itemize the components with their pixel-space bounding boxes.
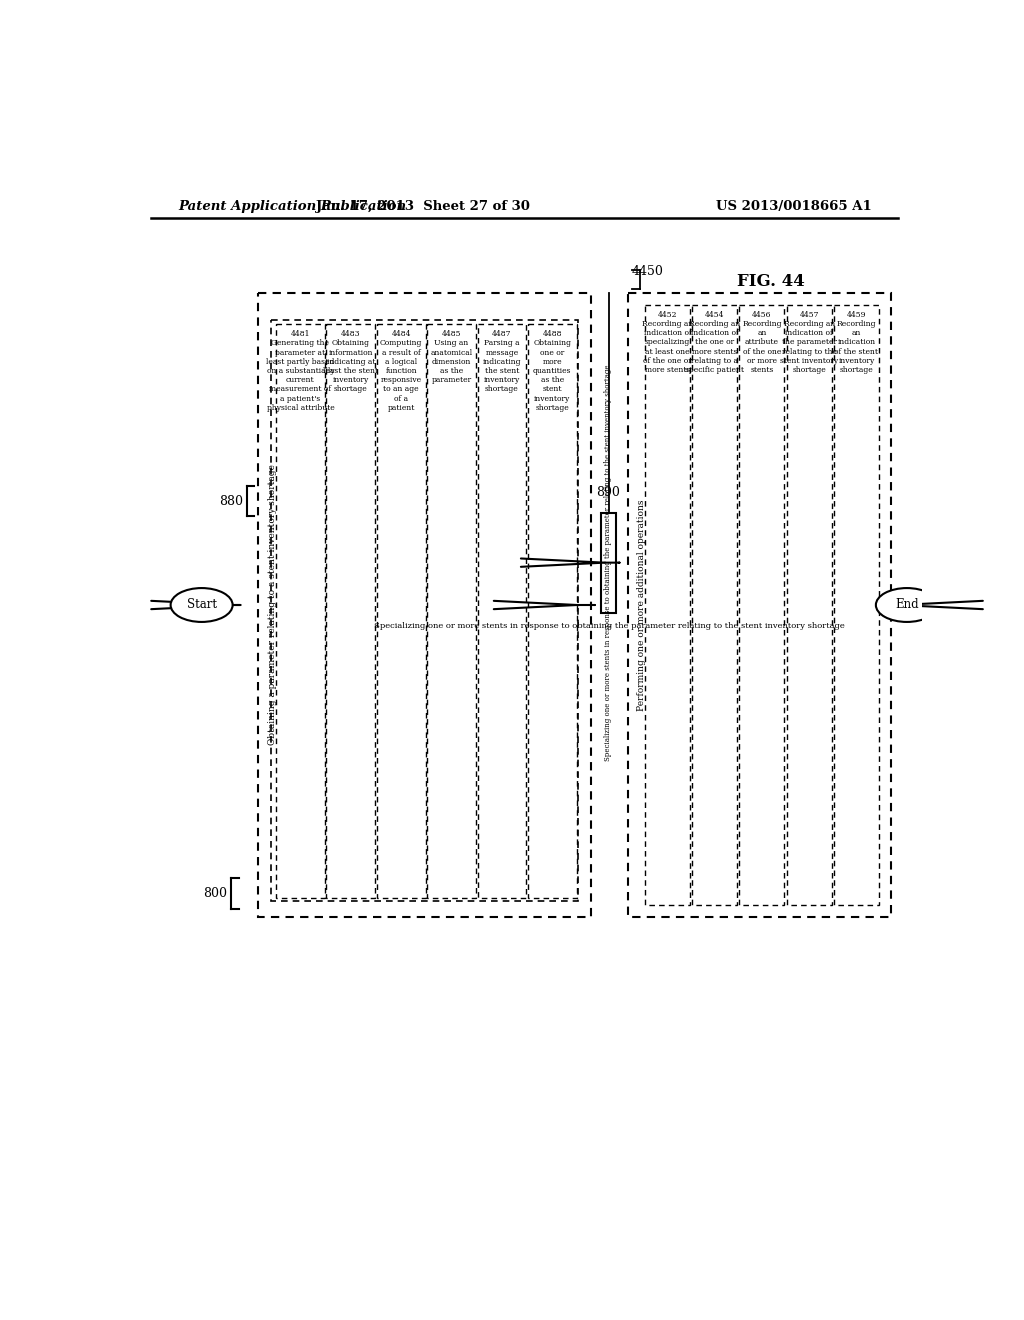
- Text: 890: 890: [597, 486, 621, 499]
- Text: FIG. 44: FIG. 44: [737, 273, 805, 290]
- Text: Performing one or more additional operations: Performing one or more additional operat…: [637, 499, 646, 710]
- Text: Start: Start: [186, 598, 217, 611]
- Text: 4450: 4450: [632, 265, 664, 277]
- Text: 800: 800: [203, 887, 227, 900]
- Text: 4452
Recording an
indication of
specializing
at least one
of the one or
more ste: 4452 Recording an indication of speciali…: [642, 312, 693, 374]
- Ellipse shape: [876, 589, 938, 622]
- Text: Specializing one or more stents in response to obtaining the parameter relating : Specializing one or more stents in respo…: [604, 364, 612, 760]
- Text: Specializing one or more stents in response to obtaining the parameter relating : Specializing one or more stents in respo…: [375, 622, 845, 630]
- Text: Jan. 17, 2013  Sheet 27 of 30: Jan. 17, 2013 Sheet 27 of 30: [315, 199, 529, 213]
- Text: 4487
Parsing a
message
indicating
the stent
inventory
shortage: 4487 Parsing a message indicating the st…: [482, 330, 521, 393]
- Text: 4454
Recording an
indication of
the one or
more stents
relating to a
specific pa: 4454 Recording an indication of the one …: [685, 312, 744, 374]
- Text: Patent Application Publication: Patent Application Publication: [178, 199, 407, 213]
- Text: 4457
Recording an
indication of
the parameter
relating to the
stent inventory
sh: 4457 Recording an indication of the para…: [780, 312, 839, 374]
- Text: End: End: [895, 598, 919, 611]
- Text: US 2013/0018665 A1: US 2013/0018665 A1: [716, 199, 872, 213]
- Text: 4459
Recording
an
indication
of the stent
inventory
shortage: 4459 Recording an indication of the sten…: [835, 312, 879, 374]
- Text: 4488
Obtaining
one or
more
quantities
as the
stent
inventory
shortage: 4488 Obtaining one or more quantities as…: [534, 330, 571, 412]
- Ellipse shape: [171, 589, 232, 622]
- Text: 4484
Computing
a result of
a logical
function
responsive
to an age
of a
patient: 4484 Computing a result of a logical fun…: [380, 330, 422, 412]
- PathPatch shape: [601, 512, 616, 612]
- Text: 4456
Recording
an
attribute
of the one
or more
stents: 4456 Recording an attribute of the one o…: [742, 312, 781, 374]
- Text: 4485
Using an
anatomical
dimension
as the
parameter: 4485 Using an anatomical dimension as th…: [430, 330, 473, 384]
- Text: 880: 880: [219, 495, 243, 508]
- Text: 4481
Generating the
parameter at
least partly based
on a substantially
current
m: 4481 Generating the parameter at least p…: [266, 330, 335, 412]
- Text: Obtaining a parameter relating to a stent inventory shortage: Obtaining a parameter relating to a sten…: [267, 465, 276, 746]
- Text: 4483
Obtaining
information
indicating at
least the stent
inventory
shortage: 4483 Obtaining information indicating at…: [324, 330, 379, 393]
